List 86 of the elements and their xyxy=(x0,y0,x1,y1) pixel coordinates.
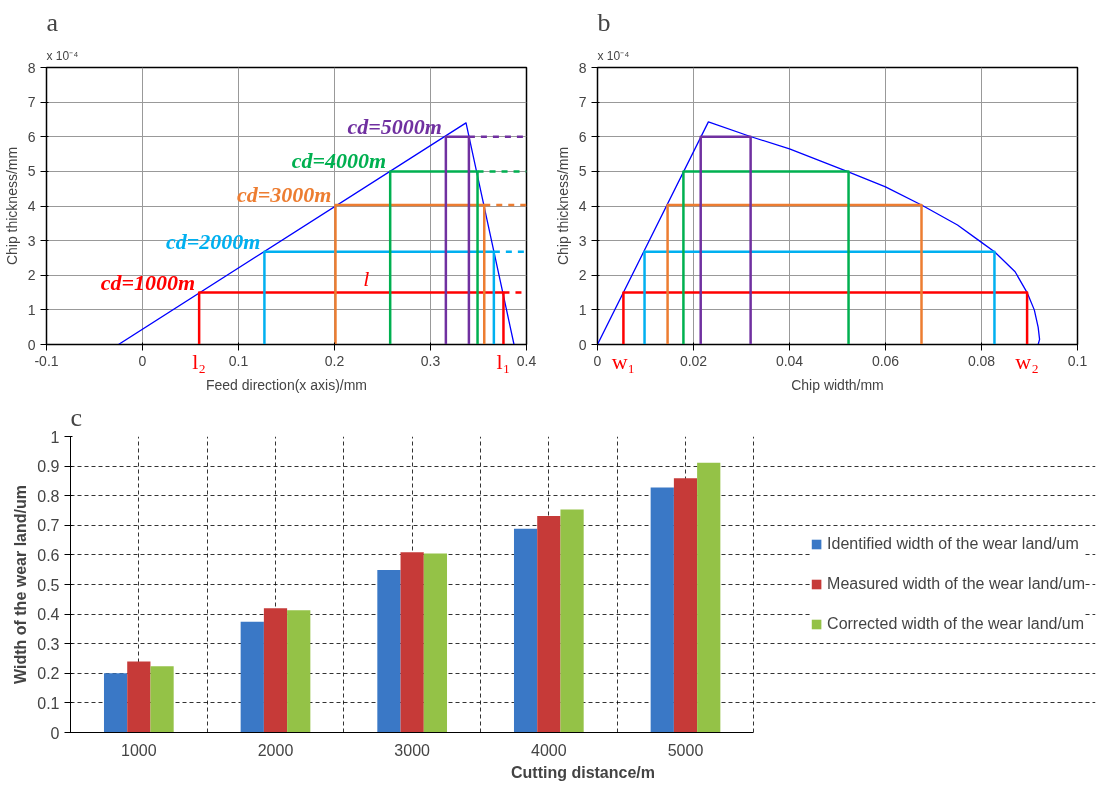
text: x 10⁻⁴ xyxy=(597,48,630,63)
text: x 10⁻⁴ xyxy=(46,48,79,63)
y-tick-label: 6 xyxy=(578,128,587,145)
bar xyxy=(423,553,448,733)
legend-label: Identified width of the wear land/um xyxy=(827,535,1079,553)
y-tick-label: 0.4 xyxy=(37,606,60,624)
x-axis-title: Cutting distance/m xyxy=(511,763,656,781)
y-tick-label: 0 xyxy=(578,336,587,353)
y-tick-label: 3 xyxy=(578,232,587,249)
y-tick-label: 0.8 xyxy=(37,487,60,505)
bar xyxy=(560,509,584,733)
x-tick-label: 0 xyxy=(593,352,602,369)
text: w₂ xyxy=(1015,348,1039,374)
y-tick-label: 3 xyxy=(27,232,36,249)
chart-title: a xyxy=(46,7,59,37)
y-tick-label: 1 xyxy=(27,301,36,318)
y-tick-label: 0.2 xyxy=(37,665,60,683)
y-tick-label: 0.7 xyxy=(37,517,60,535)
x-tick-label: 1000 xyxy=(121,741,157,759)
bar xyxy=(377,570,401,733)
x-tick-label: 2000 xyxy=(257,741,294,759)
legend-label: Measured width of the wear land/um xyxy=(827,575,1085,593)
y-axis-title: Chip thickness/mm xyxy=(554,146,571,266)
y-tick-label: 6 xyxy=(27,128,36,145)
y-tick-label: 0.9 xyxy=(37,458,60,476)
y-tick-label: 4 xyxy=(578,198,587,214)
y-tick-label: 4 xyxy=(27,198,36,214)
y-tick-label: 2 xyxy=(27,267,36,284)
x-tick-label: 4000 xyxy=(531,741,567,759)
y-tick-label: 7 xyxy=(578,94,587,111)
bar xyxy=(400,552,424,733)
bar xyxy=(150,666,174,733)
x-tick-label: 5000 xyxy=(667,741,704,759)
x-tick-label: 0.02 xyxy=(679,352,708,369)
x-tick-label: 3000 xyxy=(394,741,431,759)
x-tick-label: 0.2 xyxy=(324,352,345,369)
bar xyxy=(513,528,538,733)
y-tick-label: 0.5 xyxy=(37,576,60,594)
series-label: cd=5000m xyxy=(347,113,442,139)
y-axis-title: Chip thickness/mm xyxy=(3,146,20,266)
x-tick-label: 0.08 xyxy=(967,352,996,369)
series-label: cd=3000m xyxy=(237,181,332,207)
bar xyxy=(103,673,128,733)
y-axis-title: Width of the wear land/um xyxy=(12,485,30,684)
y-tick-label: 5 xyxy=(578,163,587,180)
y-tick-label: 8 xyxy=(27,59,36,76)
bar xyxy=(537,516,561,733)
annotation: l xyxy=(363,265,370,291)
y-tick-label: 8 xyxy=(578,59,587,76)
x-tick-label: 0.4 xyxy=(516,352,537,369)
x-axis-title: Chip width/mm xyxy=(791,376,884,393)
bar xyxy=(650,487,674,733)
y-tick-label: 2 xyxy=(578,267,587,284)
bar xyxy=(240,621,264,733)
bar xyxy=(673,478,698,733)
legend-label: Corrected width of the wear land/um xyxy=(827,615,1085,633)
x-tick-label: 0.1 xyxy=(1067,352,1088,369)
series-label: cd=4000m xyxy=(291,148,387,174)
y-tick-label: 1 xyxy=(50,428,60,446)
chart-title: c xyxy=(70,402,83,432)
bar xyxy=(287,610,311,733)
bar xyxy=(127,661,151,733)
x-tick-label: 0.1 xyxy=(228,352,249,369)
y-tick-label: 7 xyxy=(27,94,36,111)
y-tick-label: 0 xyxy=(50,724,60,742)
line-series xyxy=(597,121,1041,345)
chart-title: b xyxy=(597,7,611,37)
y-tick-label: 0.6 xyxy=(37,546,60,564)
y-tick-label: 1 xyxy=(578,301,587,318)
x-tick-label: -0.1 xyxy=(34,352,59,369)
x-tick-label: 0.3 xyxy=(420,352,441,369)
y-tick-label: 0.3 xyxy=(37,635,60,653)
bar xyxy=(697,462,721,733)
x-axis-title: Feed direction(x axis)/mm xyxy=(205,376,368,393)
y-tick-label: 5 xyxy=(27,163,36,180)
text: l₁ xyxy=(496,348,511,374)
series-label: cd=1000m xyxy=(100,269,196,295)
x-tick-label: 0 xyxy=(138,352,147,369)
bar xyxy=(263,608,288,733)
text: l₂ xyxy=(192,348,207,374)
y-tick-label: 0.1 xyxy=(37,694,60,712)
y-tick-label: 0 xyxy=(27,336,36,353)
text: w₁ xyxy=(611,348,636,374)
series-label: cd=2000m xyxy=(166,228,261,254)
x-tick-label: 0.06 xyxy=(871,352,900,369)
x-tick-label: 0.04 xyxy=(775,352,804,369)
